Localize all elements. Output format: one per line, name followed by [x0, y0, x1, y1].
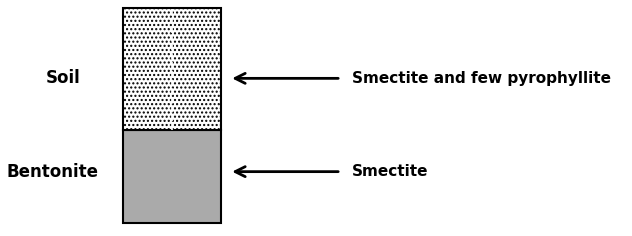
Text: Smectite: Smectite	[352, 164, 428, 179]
Bar	[123, 8, 221, 130]
Text: Soil: Soil	[46, 69, 81, 87]
Text: Bentonite: Bentonite	[6, 163, 99, 181]
Bar	[123, 130, 221, 223]
Text: Smectite and few pyrophyllite: Smectite and few pyrophyllite	[352, 71, 611, 86]
